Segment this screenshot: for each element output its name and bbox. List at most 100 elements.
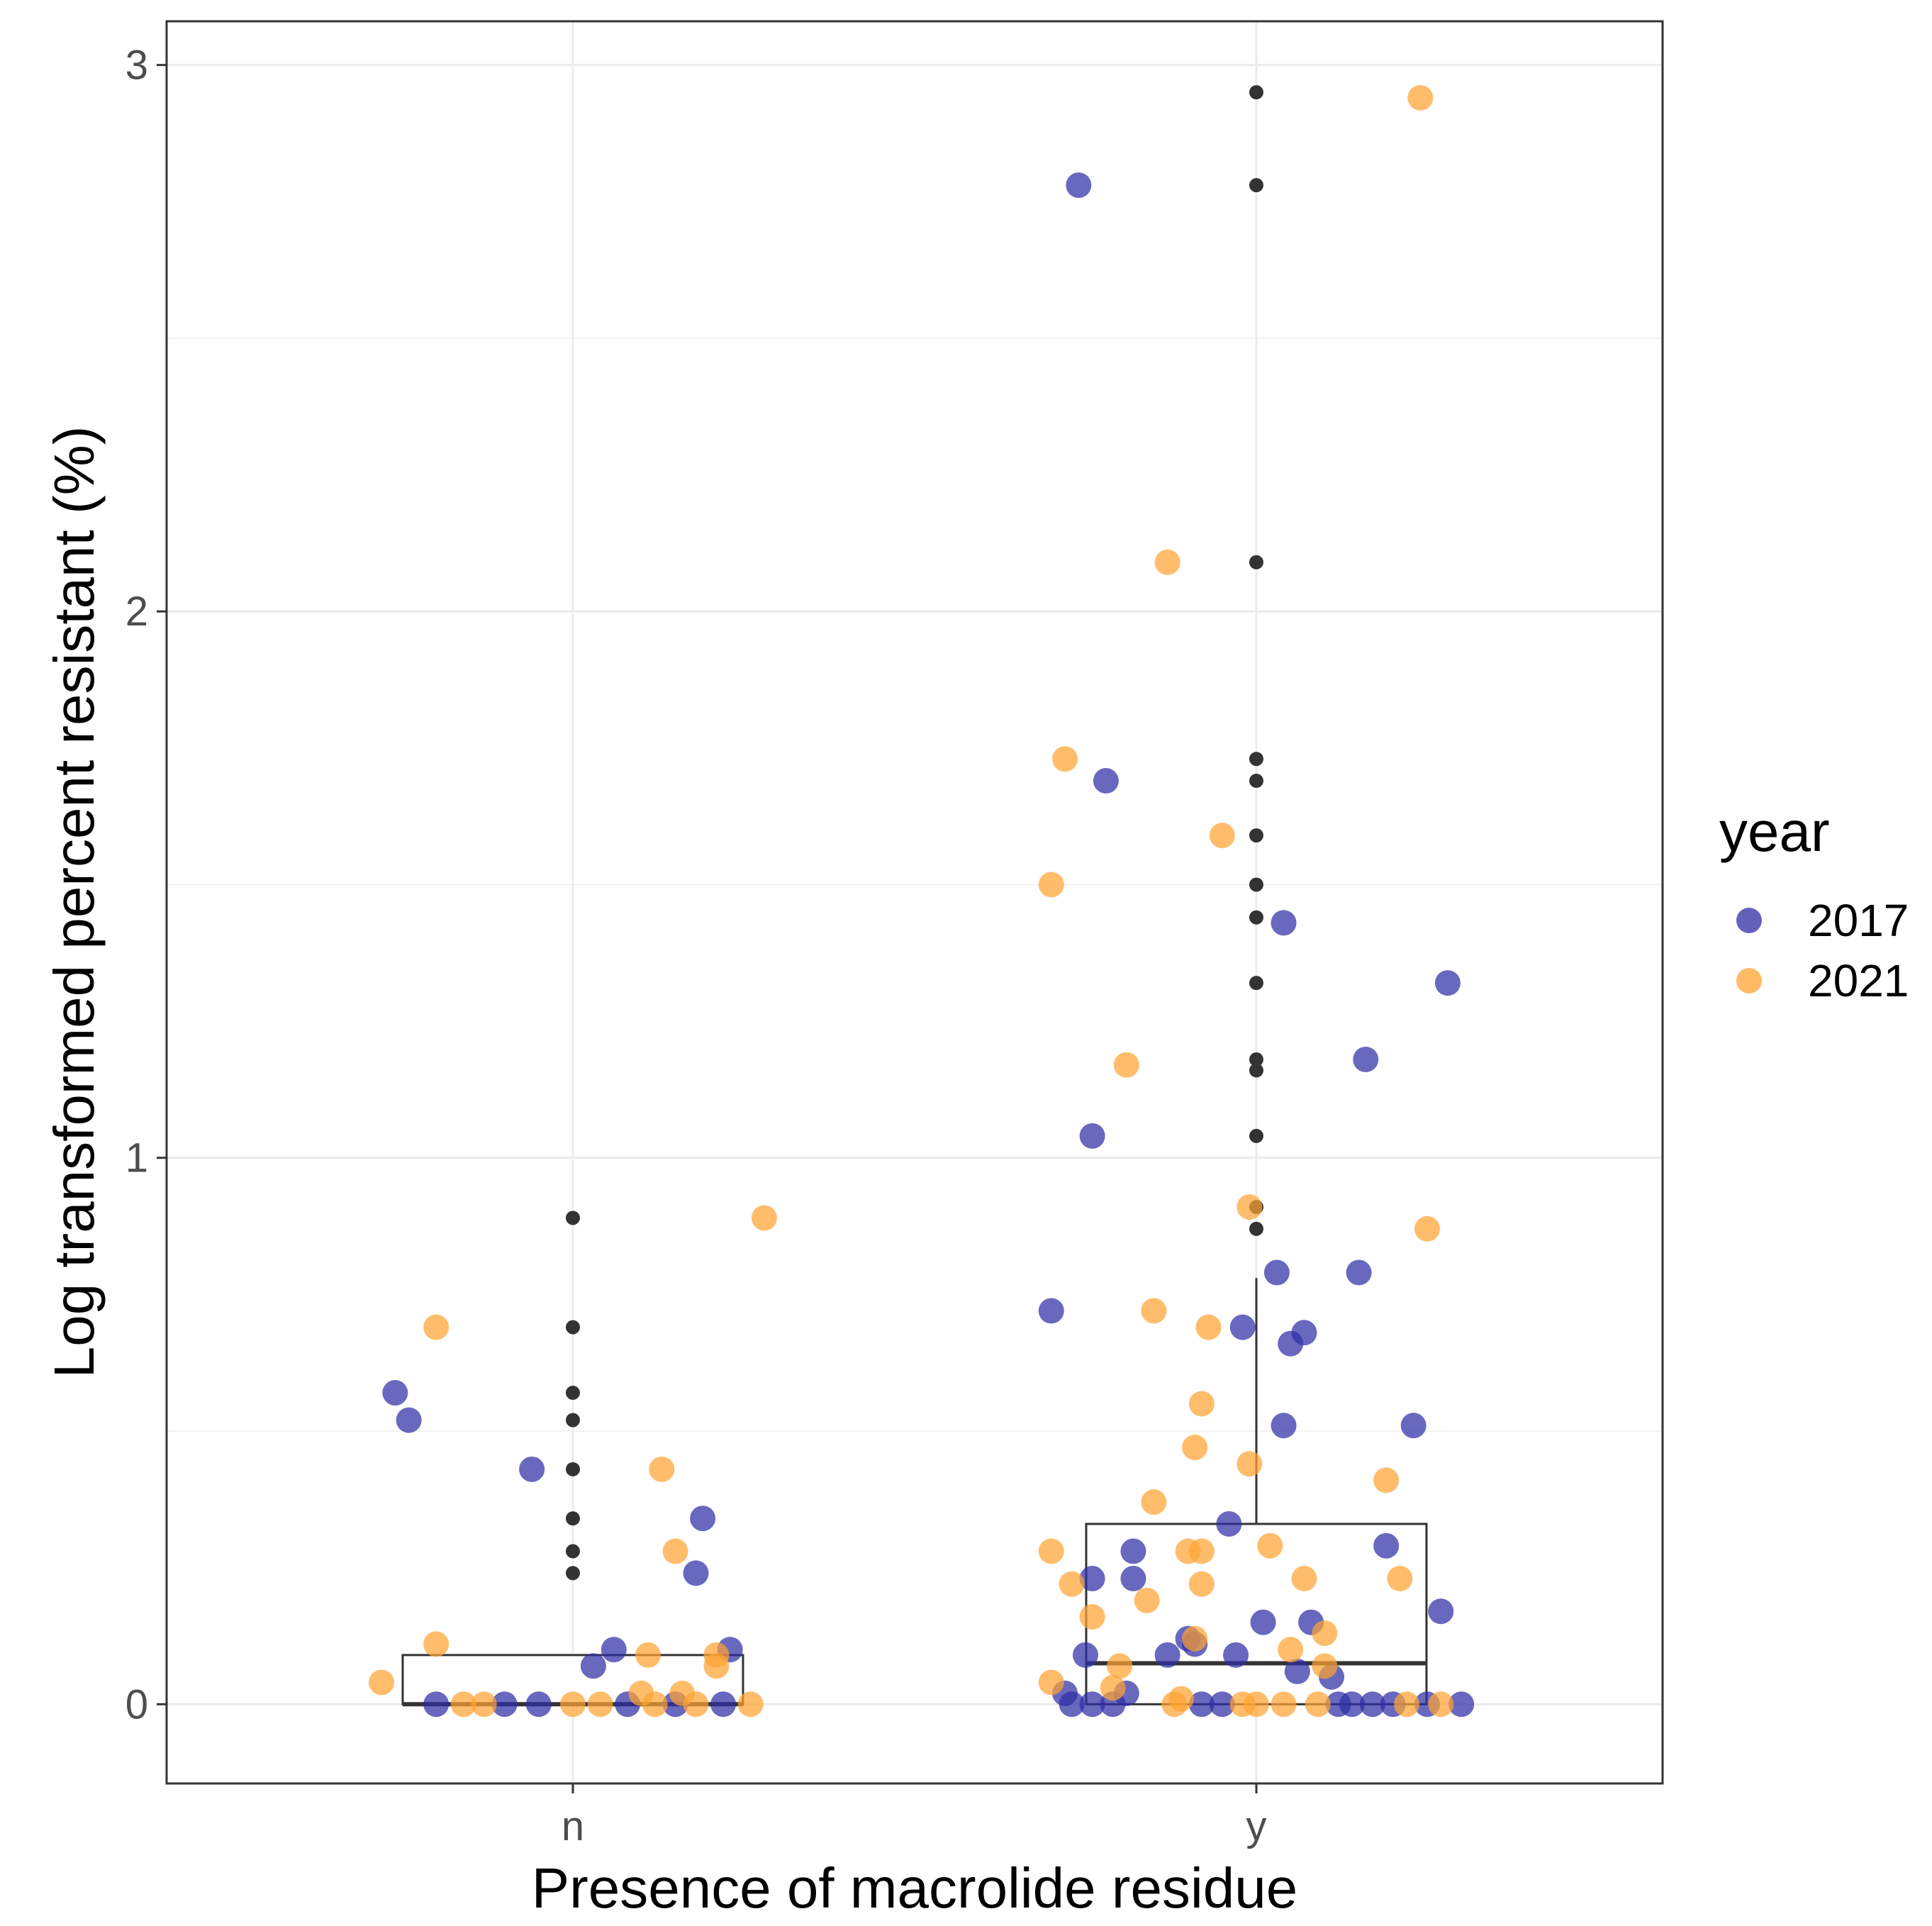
point-2021 — [1100, 1675, 1126, 1701]
outlier-point — [1249, 85, 1263, 100]
point-2017 — [683, 1560, 709, 1586]
y-tick-label: 1 — [125, 1135, 148, 1181]
legend-label-2017: 2017 — [1808, 895, 1909, 946]
outlier-point — [566, 1210, 580, 1225]
point-2021 — [1305, 1691, 1331, 1718]
point-2021 — [1154, 549, 1180, 575]
outlier-point — [566, 1566, 580, 1581]
point-2021 — [1291, 1566, 1317, 1592]
point-2017 — [1400, 1413, 1426, 1439]
point-2017 — [1120, 1566, 1146, 1592]
point-2021 — [703, 1653, 730, 1679]
outlier-point — [1249, 828, 1263, 843]
point-2021 — [683, 1691, 709, 1718]
y-tick-label: 2 — [125, 589, 148, 635]
point-2021 — [1373, 1467, 1400, 1493]
jitter-points — [369, 84, 1475, 1718]
point-2021 — [1407, 84, 1434, 111]
y-tick-label: 3 — [125, 43, 148, 89]
point-2017 — [1284, 1659, 1310, 1685]
point-2017 — [1346, 1259, 1372, 1286]
point-2017 — [1066, 172, 1092, 199]
point-2017 — [1154, 1642, 1180, 1668]
y-axis-title: Log transformed percent resistant (%) — [43, 426, 106, 1379]
outlier-point — [566, 1320, 580, 1335]
point-2017 — [1229, 1314, 1256, 1340]
legend-key-2017 — [1736, 908, 1762, 933]
point-2017 — [1339, 1691, 1365, 1718]
point-2017 — [1216, 1510, 1242, 1537]
outlier-point — [1249, 910, 1263, 925]
outlier-point — [1249, 1052, 1263, 1067]
point-2017 — [491, 1691, 518, 1718]
point-2017 — [1120, 1538, 1146, 1564]
point-2021 — [1038, 1538, 1064, 1564]
point-2017 — [1059, 1691, 1085, 1718]
point-2017 — [1038, 1298, 1064, 1324]
outlier-point — [1249, 877, 1263, 892]
point-2021 — [1059, 1571, 1085, 1597]
point-2021 — [1387, 1566, 1413, 1592]
point-2021 — [1038, 1669, 1064, 1696]
legend-label-2021: 2021 — [1808, 955, 1909, 1006]
point-2021 — [1209, 823, 1235, 849]
point-2021 — [1079, 1603, 1105, 1630]
outlier-point — [1249, 1128, 1263, 1143]
point-2021 — [1257, 1532, 1283, 1559]
point-2021 — [1394, 1691, 1420, 1718]
x-tick-label-n: n — [562, 1803, 584, 1849]
outlier-point — [1249, 1063, 1263, 1078]
point-2021 — [1141, 1298, 1167, 1324]
point-2017 — [1271, 1413, 1297, 1439]
point-2021 — [1236, 1194, 1263, 1220]
point-2021 — [751, 1205, 777, 1231]
point-2017 — [382, 1380, 408, 1406]
outlier-point — [566, 1386, 580, 1401]
point-2021 — [1113, 1052, 1139, 1078]
point-2017 — [423, 1691, 450, 1718]
point-2021 — [1188, 1571, 1215, 1597]
panel-background — [167, 21, 1663, 1783]
point-2017 — [1209, 1691, 1235, 1718]
point-2021 — [649, 1456, 675, 1482]
point-2017 — [1428, 1598, 1454, 1625]
y-axis: 0 1 2 3 — [125, 43, 167, 1727]
outlier-point — [566, 1413, 580, 1427]
point-2017 — [1093, 768, 1119, 794]
point-2017 — [1079, 1691, 1105, 1718]
outlier-point — [1249, 178, 1263, 193]
point-2021 — [642, 1691, 668, 1718]
point-2021 — [1195, 1314, 1222, 1340]
point-2021 — [1141, 1489, 1167, 1515]
point-2021 — [1278, 1637, 1304, 1663]
point-2021 — [1414, 1215, 1440, 1242]
point-2021 — [1271, 1691, 1297, 1718]
point-2021 — [1428, 1691, 1454, 1718]
x-axis-title: Presence of macrolide residue — [532, 1857, 1298, 1920]
outlier-point — [1249, 1221, 1263, 1236]
point-2021 — [1312, 1653, 1338, 1679]
point-2021 — [1107, 1653, 1133, 1679]
outlier-point — [566, 1462, 580, 1476]
point-2021 — [1182, 1435, 1208, 1461]
point-2021 — [1134, 1587, 1160, 1613]
point-2017 — [1263, 1259, 1290, 1286]
point-2017 — [580, 1653, 606, 1679]
point-2021 — [450, 1691, 476, 1718]
point-2021 — [369, 1669, 395, 1696]
point-2017 — [1250, 1609, 1276, 1635]
point-2017 — [601, 1637, 627, 1663]
legend: year 2017 2021 — [1719, 800, 1909, 1006]
point-2017 — [1079, 1566, 1105, 1592]
point-2021 — [1052, 746, 1078, 772]
point-2017 — [1278, 1330, 1304, 1357]
point-2021 — [1244, 1691, 1269, 1718]
point-2021 — [471, 1691, 497, 1718]
point-2021 — [423, 1314, 450, 1340]
legend-title: year — [1719, 800, 1830, 863]
point-2017 — [1448, 1691, 1475, 1718]
outlier-point — [566, 1511, 580, 1526]
point-2021 — [423, 1631, 450, 1657]
